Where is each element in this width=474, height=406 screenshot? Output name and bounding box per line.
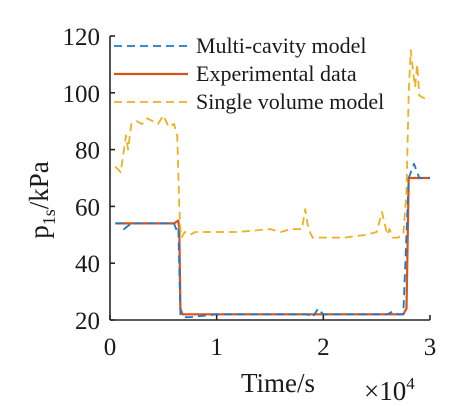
x-tick-label: 3 <box>424 334 437 361</box>
series-line <box>114 49 430 239</box>
y-tick-label: 80 <box>75 138 100 165</box>
series-line <box>115 176 430 316</box>
x-tick-label: 2 <box>317 334 330 361</box>
series-line <box>115 162 430 319</box>
axis-ticks: 0 1 2 3 20 40 60 80 100 120 <box>63 24 437 361</box>
legend-label: Single volume model <box>196 89 384 114</box>
legend: Multi-cavity model Experimental data Singl… <box>114 33 384 114</box>
y-label-subscript: 1s <box>39 209 59 225</box>
y-label-main: p <box>24 225 54 239</box>
y-tick-label: 20 <box>75 308 100 335</box>
legend-label: Experimental data <box>196 61 357 86</box>
x-tick-label: 1 <box>210 334 223 361</box>
y-tick-label: 120 <box>63 24 101 51</box>
y-tick-label: 40 <box>75 251 100 278</box>
x-axis-label: Time/s <box>241 368 315 398</box>
y-tick-label: 60 <box>75 194 100 221</box>
x-tick-label: 0 <box>104 334 117 361</box>
x-exponent-base: ×10 <box>364 376 406 406</box>
x-axis-exponent: ×104 <box>364 374 415 406</box>
y-tick-label: 100 <box>63 81 101 108</box>
legend-label: Multi-cavity model <box>196 33 366 58</box>
y-axis-label: p1s/kPa <box>24 161 59 239</box>
x-exponent-power: 4 <box>406 374 415 393</box>
y-label-suffix: /kPa <box>24 161 54 209</box>
plot-lines <box>114 49 430 319</box>
